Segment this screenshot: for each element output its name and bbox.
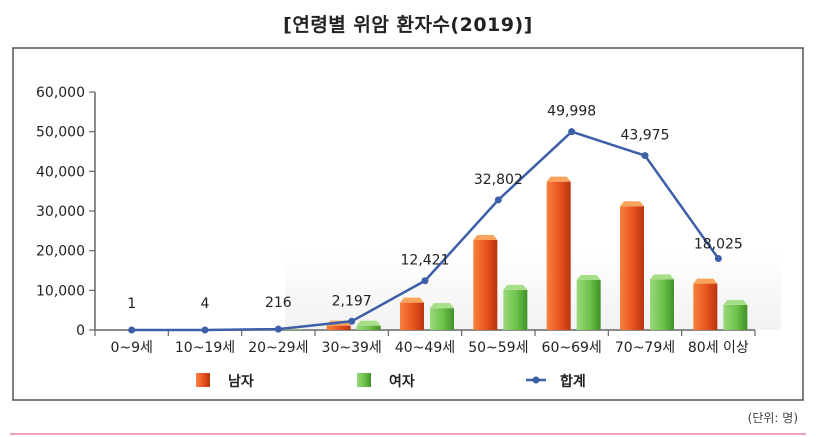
data-label-total: 18,025 [694,237,743,253]
bar-male [400,297,424,330]
bar-female-cap [723,299,748,305]
y-tick-label: 10,000 [36,283,85,299]
y-tick-label: 40,000 [36,164,85,180]
bar-male-body [693,283,718,330]
point-total [641,152,649,160]
bar-male [546,176,571,330]
x-tick-label: 70~79세 [615,340,675,356]
data-label-total: 216 [265,295,292,311]
data-label-total: 4 [201,296,210,312]
bar-male [473,234,498,330]
bar-female-cap [356,320,381,326]
chart-title: [연령별 위암 환자수(2019)] [283,14,533,36]
bar-female [650,274,674,330]
y-tick-label: 50,000 [36,125,85,141]
point-total [274,325,282,333]
x-tick-label: 60~69세 [542,340,602,356]
bar-male-cap [620,201,644,207]
legend-marker-total [532,376,540,384]
legend-swatch-female [357,373,371,387]
data-label-total: 1 [127,296,136,312]
bar-male-cap [473,234,498,240]
bar-female-body [356,325,381,330]
x-tick-label: 10~19세 [175,340,235,356]
y-tick-label: 20,000 [36,244,85,260]
data-label-total: 49,998 [547,104,596,120]
point-total [494,196,502,204]
bar-female-body [430,308,454,330]
legend-label-female: 여자 [389,373,415,390]
x-tick-label: 80세 이상 [688,340,749,356]
unit-note: (단위: 명) [747,411,798,425]
bar-female [503,284,528,330]
x-tick-label: 0~9세 [110,340,152,356]
bar-male-cap [546,176,571,182]
bar-female-body [576,280,601,330]
point-total [568,128,576,136]
bar-female [430,303,454,330]
bar-male-body [400,302,424,330]
bar-male-body [546,181,571,330]
bar-male-body [473,239,498,330]
bar-female-cap [503,284,528,290]
chart-frame [12,47,804,401]
legend-swatch-male [196,373,210,387]
point-total [714,255,722,263]
data-label-total: 2,197 [332,293,372,309]
point-total [348,317,356,325]
bar-male-cap [693,278,718,284]
x-tick-label: 20~29세 [248,340,308,356]
bar-female-body [723,304,748,330]
bar-female-cap [430,303,454,309]
legend-label-total: 합계 [560,373,586,390]
legend-label-male: 남자 [228,373,254,390]
y-tick-label: 60,000 [36,85,85,101]
y-tick-label: 30,000 [36,204,85,220]
data-label-total: 32,802 [474,172,523,188]
data-label-total: 43,975 [621,128,670,144]
bar-female-body [650,279,674,330]
data-label-total: 12,421 [401,253,450,269]
bar-female [723,299,748,330]
bar-female-body [503,289,528,330]
point-total [201,326,209,334]
bottom-divider [10,433,806,435]
bar-male [693,278,718,330]
point-total [128,326,136,334]
bar-female-cap [650,274,674,280]
x-tick-label: 30~39세 [322,340,382,356]
x-tick-label: 40~49세 [395,340,455,356]
bar-male-body [620,206,644,330]
bar-male [620,201,644,330]
point-total [421,277,429,285]
bar-female [356,320,381,330]
bar-female-cap [576,275,601,281]
bar-female [576,275,601,330]
bar-male-cap [400,297,424,303]
legend: 남자 여자 합계 [196,373,586,390]
y-tick-label: 0 [76,323,85,339]
x-tick-label: 50~59세 [468,340,528,356]
bar-male-body [326,325,351,330]
